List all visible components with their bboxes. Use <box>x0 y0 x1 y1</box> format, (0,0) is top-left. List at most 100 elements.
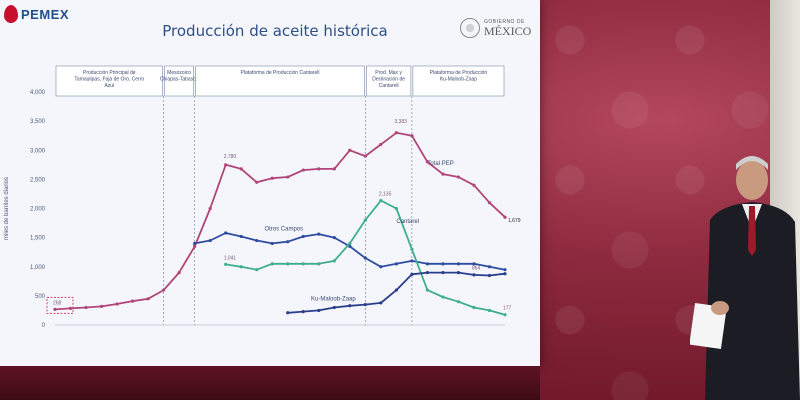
value-label: 177 <box>503 306 512 312</box>
data-point <box>68 306 73 310</box>
data-point <box>224 262 228 266</box>
data-point <box>348 304 352 308</box>
data-point <box>456 262 461 266</box>
data-point <box>456 175 461 179</box>
data-point <box>115 302 119 306</box>
period-label: Chiapas-Tabasco <box>160 77 199 83</box>
series-label: Otros Campos <box>264 227 303 233</box>
data-point <box>255 268 259 272</box>
series-label: Total PEP <box>427 161 453 167</box>
data-point <box>379 199 383 203</box>
y-tick-label: 3,500 <box>30 119 46 125</box>
period-label: Azul <box>104 83 114 89</box>
data-point <box>301 234 305 239</box>
data-point <box>363 256 367 260</box>
series-label: Cantarel <box>396 219 419 225</box>
data-point <box>317 262 321 266</box>
screen-frame <box>0 366 540 400</box>
data-point <box>239 234 243 239</box>
period-box <box>164 65 194 97</box>
data-point <box>487 265 492 269</box>
data-point <box>441 295 445 299</box>
data-point <box>410 247 414 251</box>
data-point <box>441 270 445 275</box>
period-box <box>55 65 163 97</box>
y-tick-label: 2,000 <box>30 207 46 213</box>
period-label: Cantarell <box>379 83 399 89</box>
seal-icon <box>460 18 480 38</box>
y-tick-label: 2,500 <box>30 177 46 183</box>
period-label: Plataforma de Producción <box>430 70 488 76</box>
data-point <box>301 262 305 266</box>
period-label: Ku-Maloob-Zaap <box>440 77 477 83</box>
data-point <box>301 310 305 314</box>
data-point <box>208 238 212 243</box>
data-point <box>317 308 321 313</box>
period-label: Producción Principal de <box>83 70 136 76</box>
data-point <box>472 262 476 266</box>
data-point <box>317 232 321 236</box>
chart-title: Producción de aceite histórica <box>162 22 388 40</box>
data-point <box>394 262 398 266</box>
period-box <box>412 65 505 97</box>
y-tick-label: 4,000 <box>30 90 46 96</box>
data-point <box>286 262 290 266</box>
speaker-figure <box>690 156 800 400</box>
series-line <box>54 131 506 311</box>
period-label: Prod. Max y <box>375 70 402 76</box>
pemex-drop-icon <box>4 5 18 23</box>
data-point <box>410 259 414 263</box>
data-point <box>286 240 290 244</box>
data-point <box>348 241 352 246</box>
data-point <box>379 142 383 147</box>
data-point <box>332 259 336 263</box>
data-point <box>53 307 57 311</box>
data-point <box>317 167 321 171</box>
value-label: 864 <box>472 266 481 272</box>
data-point <box>487 308 492 313</box>
y-tick-label: 1,500 <box>30 236 46 242</box>
data-point <box>239 265 243 269</box>
data-point <box>348 148 352 152</box>
data-point <box>270 241 274 246</box>
data-point <box>441 172 445 176</box>
data-point <box>456 300 461 304</box>
data-point <box>425 270 430 275</box>
data-point <box>472 305 476 310</box>
value-label: 3,383 <box>394 119 407 125</box>
pemex-label: PEMEX <box>21 6 70 22</box>
data-point <box>301 168 305 172</box>
period-label: Mesozoico <box>167 70 191 76</box>
projection-screen: PEMEX GOBIERNO DE MÉXICO Producción de a… <box>0 0 540 366</box>
data-point <box>503 215 507 219</box>
data-point <box>255 238 259 243</box>
data-point <box>503 313 507 317</box>
value-label: 268 <box>53 300 62 306</box>
data-point <box>503 268 507 272</box>
data-point <box>425 262 430 266</box>
data-point <box>394 206 398 211</box>
value-label: 2,780 <box>224 154 237 160</box>
data-point <box>456 270 461 275</box>
data-point <box>363 218 367 222</box>
data-point <box>255 180 259 184</box>
data-point <box>332 236 336 240</box>
data-point <box>425 288 430 292</box>
data-point <box>162 288 166 292</box>
series-label: Ku-Maloob-Zaap <box>311 297 356 303</box>
data-point <box>239 167 243 171</box>
data-point <box>363 303 367 307</box>
y-axis-label: miles de barriles diarios <box>4 177 10 240</box>
data-point <box>130 299 135 303</box>
value-label: 2,135 <box>379 192 392 198</box>
y-tick-label: 1,000 <box>30 265 46 271</box>
value-label: 1,679 <box>508 218 521 224</box>
data-point <box>379 265 383 269</box>
data-point <box>208 206 212 211</box>
gob-line2: MÉXICO <box>484 23 532 38</box>
data-point <box>332 167 336 171</box>
data-point <box>332 305 336 310</box>
y-tick-label: 0 <box>42 323 46 329</box>
data-point <box>410 272 414 276</box>
data-point <box>441 262 445 266</box>
